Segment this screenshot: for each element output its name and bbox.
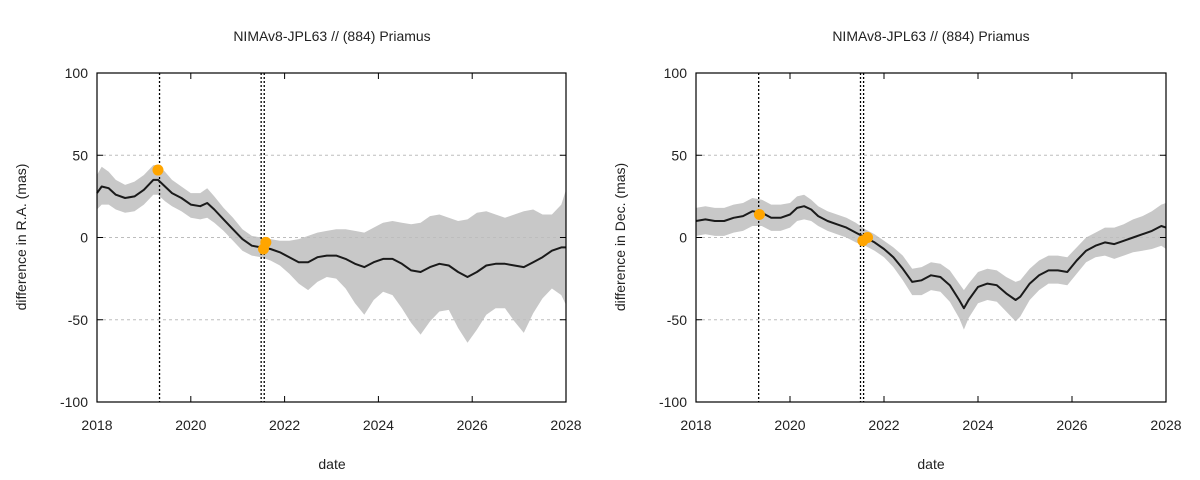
x-axis-label-ra: date	[318, 456, 345, 472]
ra-observation-point	[152, 164, 164, 176]
ra-x-tick-label: 2022	[269, 417, 300, 433]
chart-title-dec: NIMAv8-JPL63 // (884) Priamus	[832, 28, 1029, 44]
y-axis-label-ra: difference in R.A. (mas)	[13, 164, 29, 311]
dec-x-tick-label: 2028	[1150, 417, 1181, 433]
ra-x-tick-label: 2020	[175, 417, 206, 433]
dec-uncertainty-band	[696, 194, 1166, 330]
dec-x-tick-label: 2020	[774, 417, 805, 433]
dec-observation-point	[753, 208, 765, 220]
dec-x-tick-label: 2024	[962, 417, 993, 433]
dec-x-tick-label: 2018	[680, 417, 711, 433]
ra-y-tick-label: 0	[80, 230, 88, 246]
ra-y-tick-label: -50	[68, 312, 88, 328]
ra-y-tick-label: -100	[60, 394, 88, 410]
ra-plot-area: -100 -50 0 50 100 2018 2020 2022 2024 2026 2028	[60, 65, 582, 433]
ra-y-tick-label: 50	[72, 147, 88, 163]
ra-difference-line	[96, 178, 566, 278]
x-axis-label-dec: date	[917, 456, 944, 472]
dec-y-tick-label: -100	[659, 394, 687, 410]
dec-x-tick-label: 2026	[1056, 417, 1087, 433]
ra-uncertainty-band	[97, 165, 566, 343]
dec-observation-point	[862, 232, 874, 243]
dec-x-tick-label: 2022	[868, 417, 899, 433]
ra-x-tick-label: 2026	[457, 417, 488, 433]
y-axis-label-dec: difference in Dec. (mas)	[612, 163, 628, 311]
ra-x-tick-label: 2024	[363, 417, 394, 433]
dec-y-tick-label: -50	[667, 312, 687, 328]
dec-difference-line	[695, 205, 1167, 310]
ra-observation-point	[260, 236, 272, 248]
ra-panel: NIMAv8-JPL63 // (884) Priamus -100 -50 0 50…	[13, 28, 582, 472]
ra-x-tick-label: 2018	[81, 417, 112, 433]
dec-y-tick-label: 0	[679, 230, 687, 246]
ra-y-tick-label: 100	[65, 65, 89, 81]
dec-panel: NIMAv8-JPL63 // (884) Priamus -100 -50 0 50…	[612, 28, 1182, 472]
dec-plot-area: -100 -50 0 50 100 2018 2020 2022 2024 2026 2028	[659, 65, 1182, 433]
dec-y-tick-label: 50	[671, 147, 687, 163]
chart-title-ra: NIMAv8-JPL63 // (884) Priamus	[233, 28, 430, 44]
ra-x-tick-label: 2028	[550, 417, 581, 433]
dec-y-tick-label: 100	[664, 65, 688, 81]
